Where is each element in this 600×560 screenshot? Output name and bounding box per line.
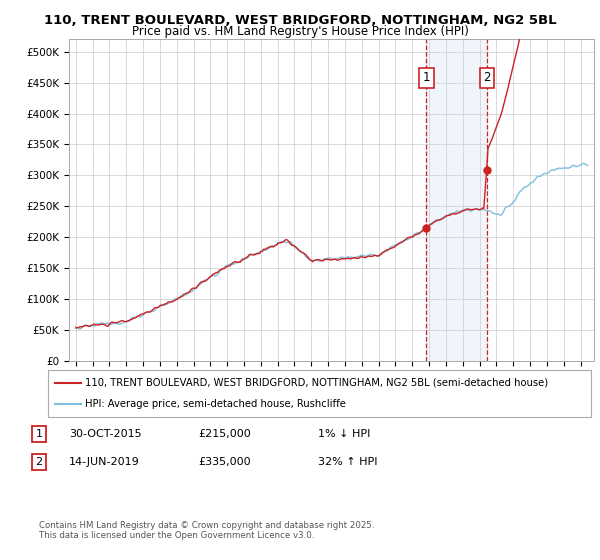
Text: 32% ↑ HPI: 32% ↑ HPI: [318, 457, 377, 467]
Bar: [426, 39, 487, 361]
Text: Contains HM Land Registry data © Crown copyright and database right 2025.
This d: Contains HM Land Registry data © Crown c…: [39, 521, 374, 540]
Text: £335,000: £335,000: [198, 457, 251, 467]
Text: 1% ↓ HPI: 1% ↓ HPI: [318, 429, 370, 439]
Text: £215,000: £215,000: [198, 429, 251, 439]
Text: Price paid vs. HM Land Registry's House Price Index (HPI): Price paid vs. HM Land Registry's House …: [131, 25, 469, 38]
Text: 1: 1: [35, 429, 43, 439]
Text: HPI: Average price, semi-detached house, Rushcliffe: HPI: Average price, semi-detached house,…: [85, 399, 346, 409]
Text: 14-JUN-2019: 14-JUN-2019: [69, 457, 140, 467]
Text: 30-OCT-2015: 30-OCT-2015: [69, 429, 142, 439]
Text: 2: 2: [35, 457, 43, 467]
Text: 110, TRENT BOULEVARD, WEST BRIDGFORD, NOTTINGHAM, NG2 5BL: 110, TRENT BOULEVARD, WEST BRIDGFORD, NO…: [44, 14, 556, 27]
Text: 110, TRENT BOULEVARD, WEST BRIDGFORD, NOTTINGHAM, NG2 5BL (semi-detached house): 110, TRENT BOULEVARD, WEST BRIDGFORD, NO…: [85, 378, 548, 388]
Text: 1: 1: [422, 71, 430, 85]
Text: 2: 2: [484, 71, 491, 85]
